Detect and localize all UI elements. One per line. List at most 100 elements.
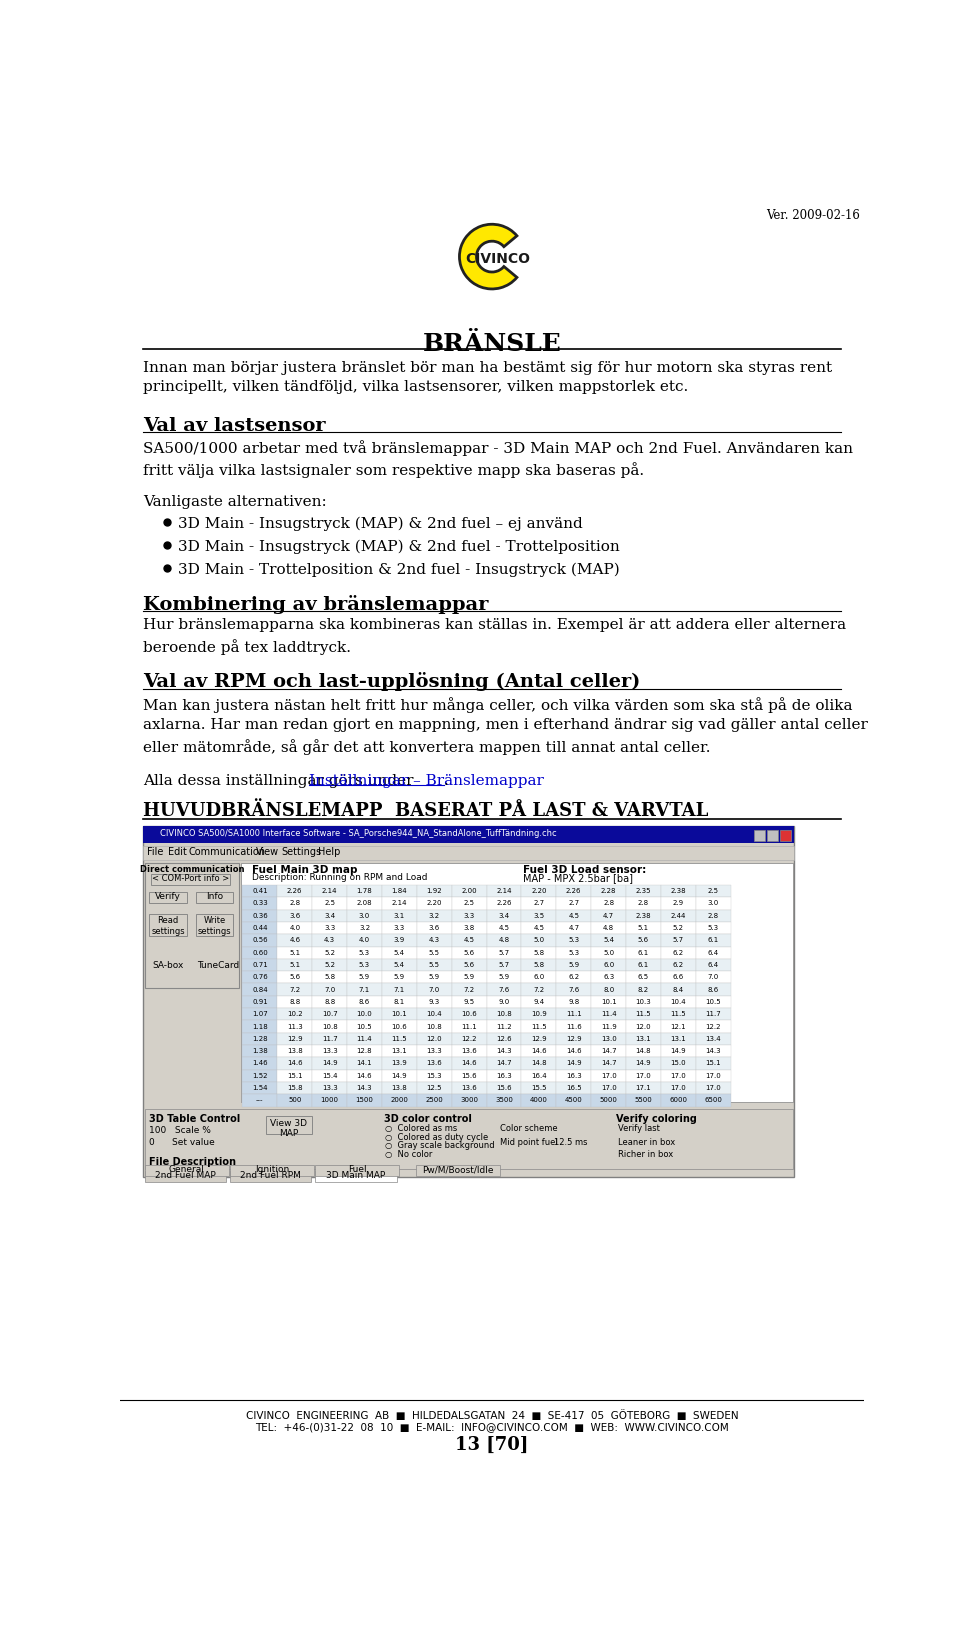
FancyBboxPatch shape <box>557 910 591 921</box>
Text: 9.8: 9.8 <box>568 999 580 1004</box>
Text: 5.9: 5.9 <box>394 975 405 980</box>
Text: 5.9: 5.9 <box>498 975 510 980</box>
Text: 10.7: 10.7 <box>322 1011 338 1017</box>
Text: Color scheme: Color scheme <box>500 1124 558 1133</box>
FancyBboxPatch shape <box>452 921 487 934</box>
Text: 11.9: 11.9 <box>601 1024 616 1030</box>
Text: 12.9: 12.9 <box>531 1035 546 1042</box>
FancyBboxPatch shape <box>417 1058 452 1069</box>
FancyBboxPatch shape <box>382 959 417 972</box>
FancyBboxPatch shape <box>417 946 452 959</box>
Text: 4.5: 4.5 <box>498 925 510 931</box>
FancyBboxPatch shape <box>312 1094 348 1107</box>
FancyBboxPatch shape <box>521 946 557 959</box>
FancyBboxPatch shape <box>557 996 591 1008</box>
Text: 6.5: 6.5 <box>638 975 649 980</box>
FancyBboxPatch shape <box>348 886 382 897</box>
Text: 7.1: 7.1 <box>394 986 405 993</box>
Text: 13 [70]: 13 [70] <box>455 1436 529 1454</box>
Text: 8.2: 8.2 <box>638 986 649 993</box>
Text: 0.41: 0.41 <box>252 887 268 894</box>
Text: 16.4: 16.4 <box>531 1072 546 1079</box>
FancyBboxPatch shape <box>277 1034 312 1045</box>
Text: 12.6: 12.6 <box>496 1035 512 1042</box>
FancyBboxPatch shape <box>591 1034 626 1045</box>
Text: BRÄNSLE: BRÄNSLE <box>422 332 562 356</box>
FancyBboxPatch shape <box>416 1165 500 1176</box>
FancyBboxPatch shape <box>312 983 348 996</box>
FancyBboxPatch shape <box>591 996 626 1008</box>
Text: 8.1: 8.1 <box>394 999 405 1004</box>
Text: 7.2: 7.2 <box>534 986 544 993</box>
FancyBboxPatch shape <box>660 1082 696 1094</box>
FancyBboxPatch shape <box>243 996 277 1008</box>
FancyBboxPatch shape <box>660 910 696 921</box>
Text: TuneCard: TuneCard <box>198 960 240 970</box>
FancyBboxPatch shape <box>487 921 521 934</box>
Text: 14.6: 14.6 <box>531 1048 546 1055</box>
Text: 5.6: 5.6 <box>464 949 474 955</box>
FancyBboxPatch shape <box>315 1165 399 1176</box>
Text: 5.9: 5.9 <box>464 975 474 980</box>
FancyBboxPatch shape <box>452 983 487 996</box>
FancyBboxPatch shape <box>382 921 417 934</box>
FancyBboxPatch shape <box>487 897 521 910</box>
Text: 17.0: 17.0 <box>670 1086 686 1090</box>
FancyBboxPatch shape <box>696 1094 731 1107</box>
Text: Man kan justera nästan helt fritt hur många celler, och vilka värden som ska stå: Man kan justera nästan helt fritt hur må… <box>143 697 868 754</box>
FancyBboxPatch shape <box>243 1058 277 1069</box>
FancyBboxPatch shape <box>243 934 277 946</box>
FancyBboxPatch shape <box>150 892 186 904</box>
FancyBboxPatch shape <box>243 1069 277 1082</box>
Text: 4.0: 4.0 <box>289 925 300 931</box>
Text: 1.07: 1.07 <box>252 1011 268 1017</box>
FancyBboxPatch shape <box>452 1020 487 1034</box>
Text: 0      Set value: 0 Set value <box>150 1138 215 1147</box>
FancyBboxPatch shape <box>417 1094 452 1107</box>
FancyBboxPatch shape <box>591 959 626 972</box>
Text: 11.1: 11.1 <box>565 1011 582 1017</box>
FancyBboxPatch shape <box>452 1082 487 1094</box>
Text: 11.1: 11.1 <box>461 1024 477 1030</box>
Text: Communication: Communication <box>188 847 265 858</box>
FancyBboxPatch shape <box>521 972 557 983</box>
FancyBboxPatch shape <box>277 959 312 972</box>
Text: 10.1: 10.1 <box>601 999 616 1004</box>
Text: 13.4: 13.4 <box>706 1035 721 1042</box>
FancyBboxPatch shape <box>557 934 591 946</box>
Text: 0.84: 0.84 <box>252 986 268 993</box>
Text: Settings: Settings <box>281 847 322 858</box>
Text: 6.2: 6.2 <box>673 949 684 955</box>
Text: 10.8: 10.8 <box>426 1024 443 1030</box>
Text: 14.6: 14.6 <box>287 1061 302 1066</box>
FancyBboxPatch shape <box>696 959 731 972</box>
Text: 2.7: 2.7 <box>568 900 579 907</box>
FancyBboxPatch shape <box>348 921 382 934</box>
Text: 1000: 1000 <box>321 1097 339 1103</box>
FancyBboxPatch shape <box>382 886 417 897</box>
FancyBboxPatch shape <box>277 1094 312 1107</box>
FancyBboxPatch shape <box>626 897 660 910</box>
Text: 17.1: 17.1 <box>636 1086 652 1090</box>
FancyBboxPatch shape <box>487 946 521 959</box>
Text: 2nd Fuel RPM: 2nd Fuel RPM <box>240 1172 301 1180</box>
Text: 16.5: 16.5 <box>566 1086 582 1090</box>
Text: 6.4: 6.4 <box>708 949 719 955</box>
Text: 3.6: 3.6 <box>289 913 300 918</box>
Text: 12.9: 12.9 <box>287 1035 302 1042</box>
Text: 2.08: 2.08 <box>357 900 372 907</box>
Text: ○  Colored as duty cycle: ○ Colored as duty cycle <box>385 1133 489 1142</box>
Text: 16.3: 16.3 <box>565 1072 582 1079</box>
Text: 13.6: 13.6 <box>426 1061 443 1066</box>
FancyBboxPatch shape <box>243 1034 277 1045</box>
FancyBboxPatch shape <box>521 1094 557 1107</box>
Text: 1.54: 1.54 <box>252 1086 268 1090</box>
Text: 5.1: 5.1 <box>289 949 300 955</box>
Text: 4.6: 4.6 <box>289 938 300 942</box>
Text: 14.6: 14.6 <box>566 1048 582 1055</box>
Text: 3.0: 3.0 <box>359 913 371 918</box>
Text: 15.1: 15.1 <box>287 1072 302 1079</box>
FancyBboxPatch shape <box>243 1008 277 1020</box>
Text: 5.6: 5.6 <box>638 938 649 942</box>
Text: 6.6: 6.6 <box>673 975 684 980</box>
